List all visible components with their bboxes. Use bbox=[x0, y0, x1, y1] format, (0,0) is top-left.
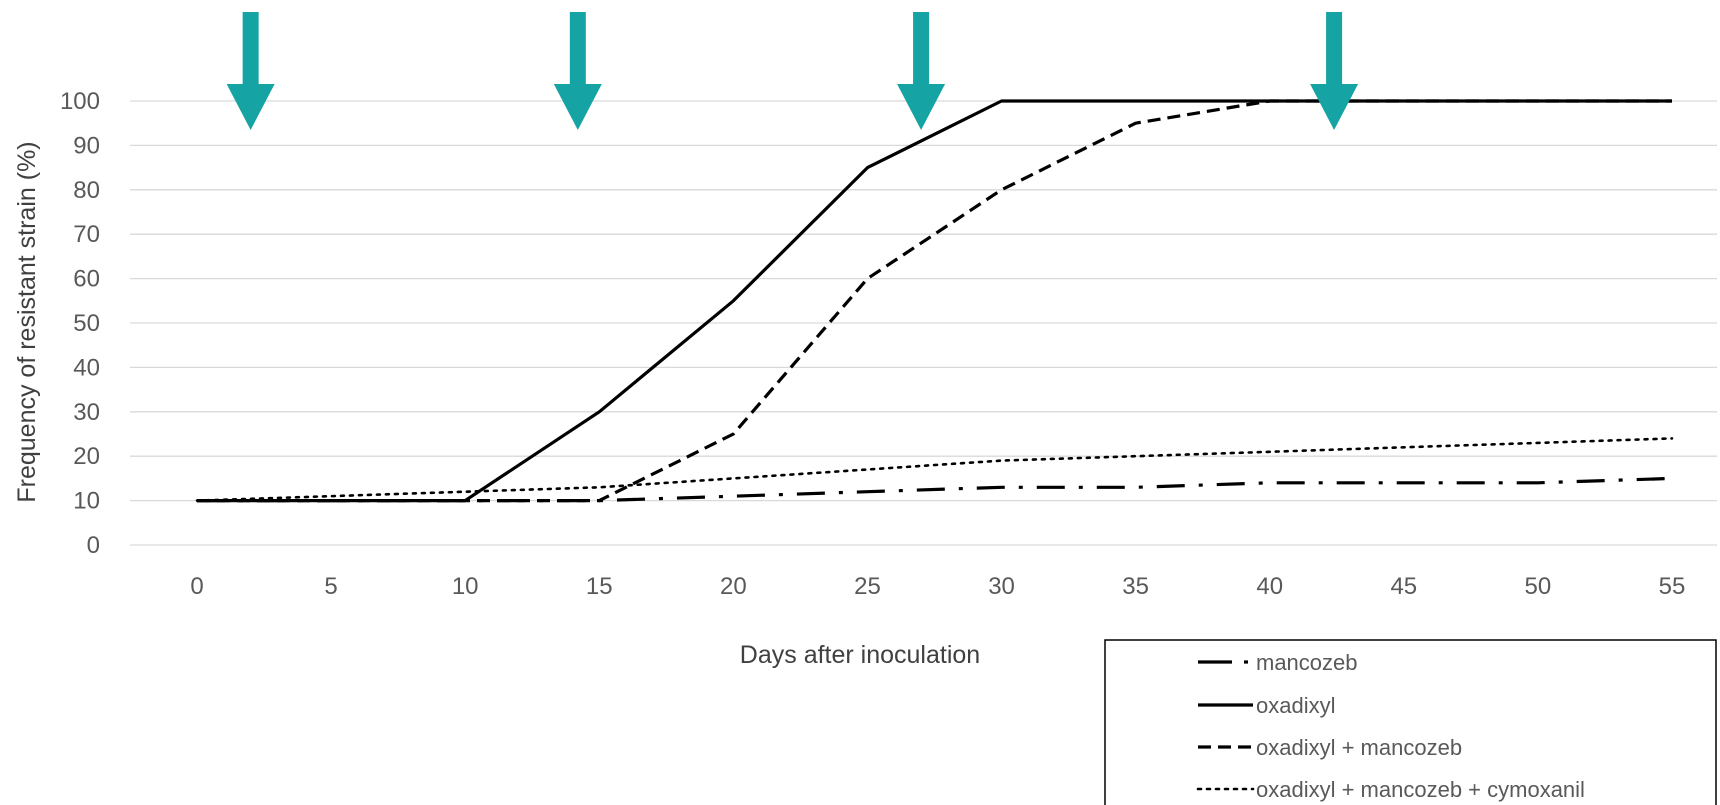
y-tick-label: 60 bbox=[73, 266, 100, 293]
y-tick-label: 50 bbox=[73, 310, 100, 337]
x-tick-label: 10 bbox=[452, 573, 479, 600]
application-arrow-icon bbox=[553, 12, 602, 130]
x-tick-label: 25 bbox=[854, 573, 881, 600]
y-tick-label: 20 bbox=[73, 443, 100, 470]
legend: mancozeb oxadixyl oxadixyl + mancozeb oxadi… bbox=[1104, 639, 1717, 805]
x-tick-label: 45 bbox=[1390, 573, 1417, 600]
x-tick-label: 15 bbox=[586, 573, 613, 600]
legend-box bbox=[1104, 639, 1717, 805]
y-tick-label: 30 bbox=[73, 399, 100, 426]
x-tick-label: 0 bbox=[190, 573, 203, 600]
y-tick-label: 40 bbox=[73, 354, 100, 381]
x-tick-label: 55 bbox=[1659, 573, 1686, 600]
legend-label-oxadixyl: oxadixyl bbox=[1256, 693, 1335, 718]
application-arrow-icon bbox=[897, 12, 946, 130]
y-tick-labels: 0 10 20 30 40 50 60 70 80 90 100 bbox=[60, 88, 100, 559]
y-tick-label: 80 bbox=[73, 177, 100, 204]
x-tick-label: 50 bbox=[1525, 573, 1552, 600]
series-line-oxadixyl-mancozeb bbox=[197, 99, 1672, 503]
series-line-oxadixyl-mancozeb-cymoxanil bbox=[195, 437, 1674, 502]
legend-label-oxadixyl-mancozeb-cymoxanil: oxadixyl + mancozeb + cymoxanil bbox=[1256, 777, 1585, 802]
application-arrow-icon bbox=[226, 12, 275, 130]
y-tick-label: 100 bbox=[60, 88, 100, 115]
application-arrows bbox=[226, 12, 1359, 130]
x-tick-labels: 0 5 10 15 20 25 30 35 40 45 50 55 bbox=[190, 573, 1685, 600]
x-axis-title: Days after inoculation bbox=[740, 641, 980, 669]
series-line-mancozeb bbox=[197, 476, 1673, 503]
gridlines bbox=[130, 100, 1717, 546]
application-arrow-icon bbox=[1310, 12, 1359, 130]
series-line-oxadixyl bbox=[197, 99, 1672, 503]
y-tick-label: 90 bbox=[73, 132, 100, 159]
series-lines bbox=[195, 99, 1674, 503]
y-tick-label: 0 bbox=[87, 532, 100, 559]
x-tick-label: 20 bbox=[720, 573, 747, 600]
legend-label-oxadixyl-mancozeb: oxadixyl + mancozeb bbox=[1256, 735, 1462, 760]
y-axis-title: Frequency of resistant strain (%) bbox=[13, 141, 41, 502]
y-tick-label: 10 bbox=[73, 488, 100, 515]
x-tick-label: 40 bbox=[1256, 573, 1283, 600]
legend-label-mancozeb: mancozeb bbox=[1256, 650, 1358, 675]
x-tick-label: 30 bbox=[988, 573, 1015, 600]
y-tick-label: 70 bbox=[73, 221, 100, 248]
x-tick-label: 5 bbox=[324, 573, 337, 600]
x-tick-label: 35 bbox=[1122, 573, 1149, 600]
